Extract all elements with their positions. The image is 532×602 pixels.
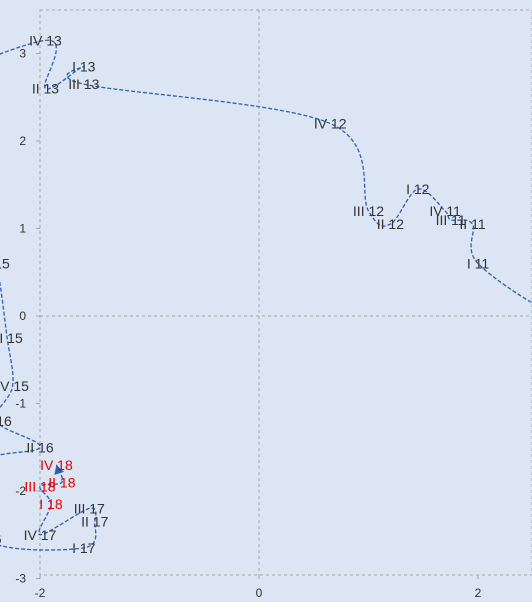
point-labels: IV 08III 08II 08I 08I 09II 09III 09IV 09… <box>0 32 490 556</box>
point-label: I 13 <box>72 59 96 75</box>
point-label: III 12 <box>353 203 384 219</box>
zero-lines <box>40 10 532 575</box>
point-label: III 16 <box>0 413 12 429</box>
point-label: III 17 <box>74 501 105 517</box>
point-label: I 18 <box>39 496 63 512</box>
point-label: II 13 <box>32 81 59 97</box>
point-label: IV 12 <box>314 116 347 132</box>
y-tick-label: 2 <box>19 134 26 148</box>
x-tick-label: -2 <box>35 586 46 600</box>
x-tick-label: 2 <box>475 586 482 600</box>
plot-area <box>39 9 532 576</box>
arrow-head <box>54 464 64 475</box>
point-label: IV 16 <box>0 531 2 547</box>
point-label: III 13 <box>68 76 99 92</box>
point-label: IV 17 <box>24 527 57 543</box>
point-label: IV 18 <box>40 457 73 473</box>
point-label: II 11 <box>459 216 485 232</box>
point-label: III 11 <box>436 212 466 228</box>
point-label: II 18 <box>48 474 75 490</box>
trajectory <box>0 39 532 551</box>
y-tick-label: 3 <box>19 47 26 61</box>
point-label: II 15 <box>0 256 10 272</box>
point-label: IV 11 <box>429 203 461 219</box>
point-label: I 17 <box>72 540 96 556</box>
y-tick-label: 0 <box>19 309 26 323</box>
y-tick-label: 1 <box>19 222 26 236</box>
point-label: III 15 <box>0 330 23 346</box>
point-label: II 17 <box>81 514 108 530</box>
y-tick-label: -3 <box>15 572 26 586</box>
y-tick-label: -2 <box>15 484 26 498</box>
point-label: II 16 <box>26 439 53 455</box>
point-label: I 11 <box>467 256 490 272</box>
point-label: II 12 <box>377 216 404 232</box>
x-tick-label: 0 <box>256 586 263 600</box>
point-label: III 18 <box>24 479 55 495</box>
point-label: IV 13 <box>29 32 62 48</box>
y-tick-label: -1 <box>15 397 26 411</box>
point-label: IV 15 <box>0 378 29 394</box>
point-label: I 12 <box>406 181 430 197</box>
